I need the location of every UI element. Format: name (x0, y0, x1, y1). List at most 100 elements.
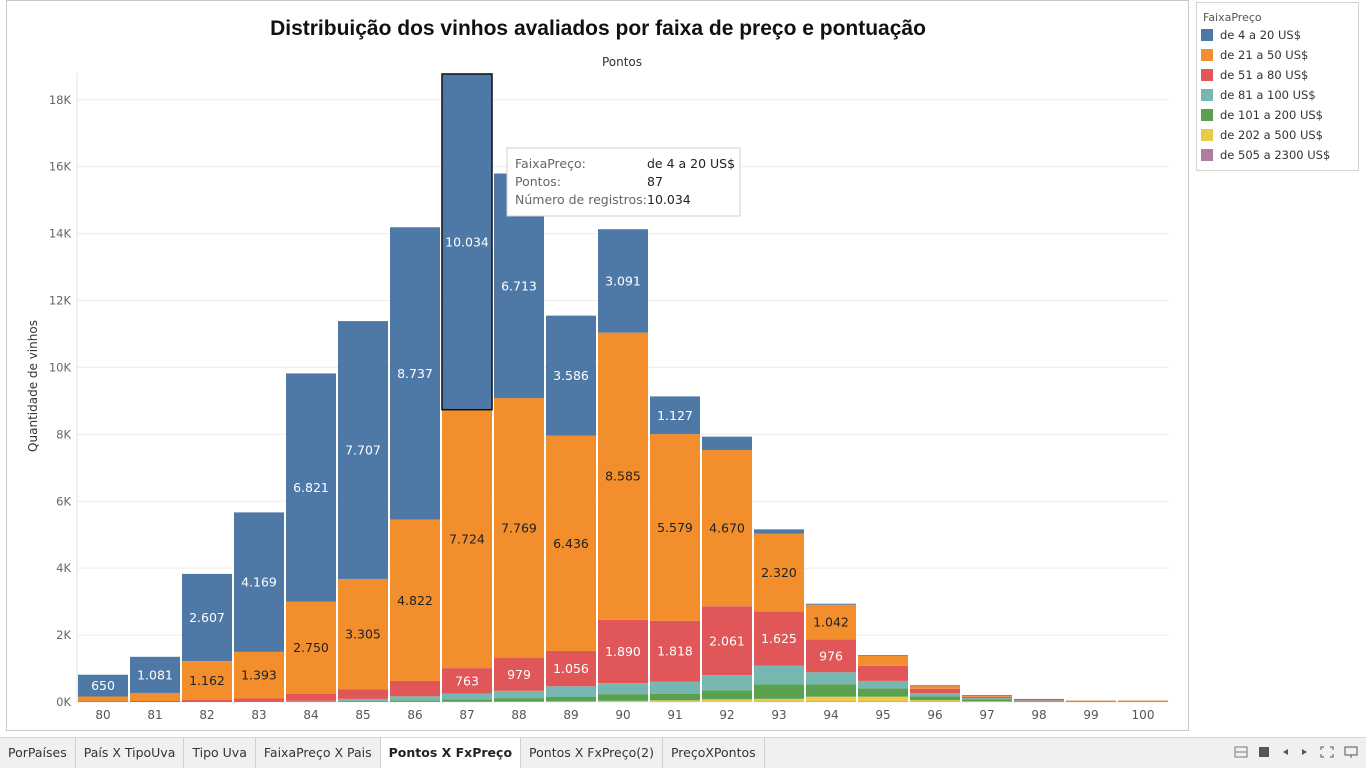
legend-item-51-80[interactable]: de 51 a 80 US$ (1197, 65, 1358, 85)
prev-sheet-icon[interactable] (1280, 746, 1290, 761)
bar-segment (494, 658, 544, 691)
bars (78, 73, 1168, 702)
value-labels: 650 1.081 2.607 4.169 6.821 7.707 8.737 10.034 6… (91, 234, 849, 693)
bar-segment (754, 665, 804, 685)
bar-segment (754, 529, 804, 534)
bar-segment (390, 680, 440, 697)
legend-item-81-100[interactable]: de 81 a 100 US$ (1197, 85, 1358, 105)
bar-segment (546, 696, 596, 702)
tab-pontos-x-fxpreco-2[interactable]: Pontos X FxPreço(2) (521, 738, 663, 768)
data-label: 1.042 (813, 615, 849, 630)
y-tick-label: 16K (49, 160, 72, 174)
data-label: 1.127 (657, 408, 693, 423)
bar-segment (910, 693, 960, 697)
legend-item-505-2300[interactable]: de 505 a 2300 US$ (1197, 145, 1358, 165)
bar-segment (286, 601, 336, 694)
bar-segment (338, 701, 388, 702)
x-tick-label: 96 (927, 708, 942, 722)
bar-segment (598, 332, 648, 620)
tooltip-value-points: 87 (647, 174, 663, 189)
bar-segment (910, 685, 960, 687)
bar-segment (650, 434, 700, 621)
tab-tipo-uva[interactable]: Tipo Uva (184, 738, 256, 768)
legend-item-label: de 21 a 50 US$ (1220, 48, 1309, 62)
legend-item-4-20[interactable]: de 4 a 20 US$ (1197, 25, 1358, 45)
bar-segment (286, 373, 336, 602)
data-label: 763 (455, 673, 479, 688)
tooltip-value-price: de 4 a 20 US$ (647, 156, 735, 171)
legend-item-21-50[interactable]: de 21 a 50 US$ (1197, 45, 1358, 65)
bar-segment (910, 696, 960, 701)
bar-segment (650, 700, 700, 702)
bar-segment (858, 696, 908, 702)
bar-segment (338, 578, 388, 690)
bar-segment (1014, 700, 1064, 701)
x-tick-label: 87 (459, 708, 474, 722)
data-label: 8.737 (397, 366, 433, 381)
x-tick-label: 90 (615, 708, 630, 722)
bar-segment (962, 695, 1012, 697)
data-label: 4.822 (397, 593, 433, 608)
tab-pais-x-tipouva[interactable]: País X TipoUva (76, 738, 185, 768)
bar-segment (702, 450, 752, 607)
legend-item-label: de 101 a 200 US$ (1220, 108, 1323, 122)
data-label: 7.769 (501, 521, 537, 536)
data-label: 2.320 (761, 565, 797, 580)
data-label: 7.707 (345, 443, 381, 458)
data-label: 7.724 (449, 531, 485, 546)
legend-item-label: de 51 a 80 US$ (1220, 68, 1309, 82)
x-tick-label: 93 (771, 708, 786, 722)
bar-segment (78, 701, 128, 702)
bar-segment (390, 696, 440, 701)
highlight-outline (441, 73, 493, 411)
filmstrip-icon[interactable] (1258, 746, 1270, 761)
bar-segment (442, 73, 492, 410)
bar-segment (598, 229, 648, 333)
bar-segment (702, 699, 752, 702)
bar-segment (598, 619, 648, 684)
y-tick-label: 18K (49, 93, 72, 107)
color-legend: FaixaPreço de 4 a 20 US$ de 21 a 50 US$ … (1196, 2, 1359, 171)
x-tick-label: 83 (251, 708, 266, 722)
data-label: 2.061 (709, 633, 745, 648)
x-tick-label: 95 (875, 708, 890, 722)
tab-faixapreco-x-pais[interactable]: FaixaPreço X Pais (256, 738, 381, 768)
bar-segment (910, 688, 960, 694)
bar-segment (806, 639, 856, 673)
tooltip-label-price: FaixaPreço: (515, 156, 586, 171)
bar-segment (1014, 700, 1064, 702)
bar-segment (494, 398, 544, 659)
bar-segment (754, 533, 804, 612)
bar-segment (858, 665, 908, 681)
tab-pontos-x-fxpreco[interactable]: Pontos X FxPreço (380, 738, 522, 768)
bar-segment (546, 435, 596, 651)
next-sheet-icon[interactable] (1300, 746, 1310, 761)
tab-precoxpontos[interactable]: PreçoXPontos (663, 738, 765, 768)
x-tick-label: 86 (407, 708, 422, 722)
x-tick-label: 94 (823, 708, 838, 722)
data-label: 4.670 (709, 521, 745, 536)
y-tick-label: 14K (49, 227, 72, 241)
stacked-bar-chart: Distribuição dos vinhos avaliados por fa… (26, 17, 1169, 722)
tooltip-box (506, 147, 741, 217)
legend-swatch (1201, 49, 1213, 61)
bar-segment (494, 701, 544, 702)
bar-segment (702, 606, 752, 676)
bar-segment (442, 409, 492, 669)
legend-swatch (1201, 109, 1213, 121)
y-axis-ticks: 0K 2K 4K 6K 8K 10K 12K 14K 16K 18K (49, 93, 72, 709)
bar-segment (130, 692, 180, 701)
legend-item-202-500[interactable]: de 202 a 500 US$ (1197, 125, 1358, 145)
tab-por-paises[interactable]: PorPaíses (0, 738, 76, 768)
x-tick-label: 81 (147, 708, 162, 722)
data-label: 1.056 (553, 661, 589, 676)
bar-segment (1014, 698, 1064, 700)
legend-item-101-200[interactable]: de 101 a 200 US$ (1197, 105, 1358, 125)
fit-screen-icon[interactable] (1320, 746, 1334, 761)
presentation-icon[interactable] (1344, 746, 1358, 761)
bar-segment (78, 696, 128, 702)
grid-view-icon[interactable] (1234, 746, 1248, 761)
tooltip-label-points: Pontos: (515, 174, 561, 189)
data-label: 2.607 (189, 610, 225, 625)
legend-swatch (1201, 129, 1213, 141)
